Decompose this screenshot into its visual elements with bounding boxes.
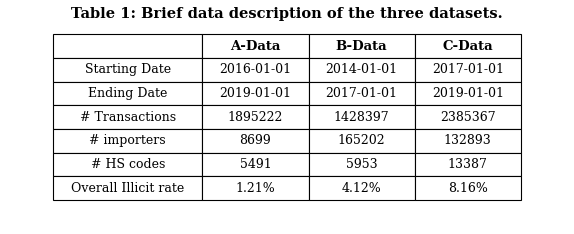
Bar xyxy=(203,58,309,82)
Text: # importers: # importers xyxy=(90,134,166,147)
Bar xyxy=(203,34,309,58)
Text: 1895222: 1895222 xyxy=(228,111,283,124)
Bar xyxy=(309,176,414,200)
Text: 2017-01-01: 2017-01-01 xyxy=(325,87,398,100)
Text: 2019-01-01: 2019-01-01 xyxy=(432,87,504,100)
Bar xyxy=(309,153,414,176)
Bar xyxy=(309,129,414,153)
Text: 8.16%: 8.16% xyxy=(448,182,488,195)
Bar xyxy=(309,82,414,105)
Text: 2017-01-01: 2017-01-01 xyxy=(432,63,504,76)
Bar xyxy=(415,153,521,176)
Bar xyxy=(53,58,203,82)
Bar xyxy=(53,129,203,153)
Text: A-Data: A-Data xyxy=(230,40,281,53)
Text: # HS codes: # HS codes xyxy=(91,158,165,171)
Text: 2014-01-01: 2014-01-01 xyxy=(325,63,398,76)
Text: 4.12%: 4.12% xyxy=(342,182,382,195)
Bar xyxy=(53,105,203,129)
Bar xyxy=(309,34,414,58)
Bar xyxy=(415,105,521,129)
Bar xyxy=(203,153,309,176)
Bar xyxy=(53,176,203,200)
Text: Ending Date: Ending Date xyxy=(88,87,168,100)
Bar xyxy=(415,34,521,58)
Text: 132893: 132893 xyxy=(444,134,492,147)
Bar xyxy=(309,58,414,82)
Text: 1428397: 1428397 xyxy=(334,111,389,124)
Text: 13387: 13387 xyxy=(448,158,488,171)
Text: Starting Date: Starting Date xyxy=(84,63,171,76)
Text: 8699: 8699 xyxy=(239,134,272,147)
Bar xyxy=(415,82,521,105)
Text: 2016-01-01: 2016-01-01 xyxy=(219,63,292,76)
Bar xyxy=(203,82,309,105)
Bar xyxy=(415,176,521,200)
Bar xyxy=(53,34,203,58)
Text: 1.21%: 1.21% xyxy=(235,182,276,195)
Text: 5953: 5953 xyxy=(346,158,378,171)
Text: C-Data: C-Data xyxy=(443,40,493,53)
Bar xyxy=(309,105,414,129)
Text: Overall Illicit rate: Overall Illicit rate xyxy=(71,182,184,195)
Text: # Transactions: # Transactions xyxy=(80,111,176,124)
Bar xyxy=(203,105,309,129)
Text: 165202: 165202 xyxy=(338,134,385,147)
Bar xyxy=(203,176,309,200)
Text: 2019-01-01: 2019-01-01 xyxy=(219,87,292,100)
Bar xyxy=(415,129,521,153)
Text: 2385367: 2385367 xyxy=(440,111,495,124)
Bar xyxy=(415,58,521,82)
Text: B-Data: B-Data xyxy=(336,40,387,53)
Text: Table 1: Brief data description of the three datasets.: Table 1: Brief data description of the t… xyxy=(71,7,503,21)
Bar xyxy=(203,129,309,153)
Text: 5491: 5491 xyxy=(239,158,272,171)
Bar xyxy=(53,153,203,176)
Bar xyxy=(53,82,203,105)
